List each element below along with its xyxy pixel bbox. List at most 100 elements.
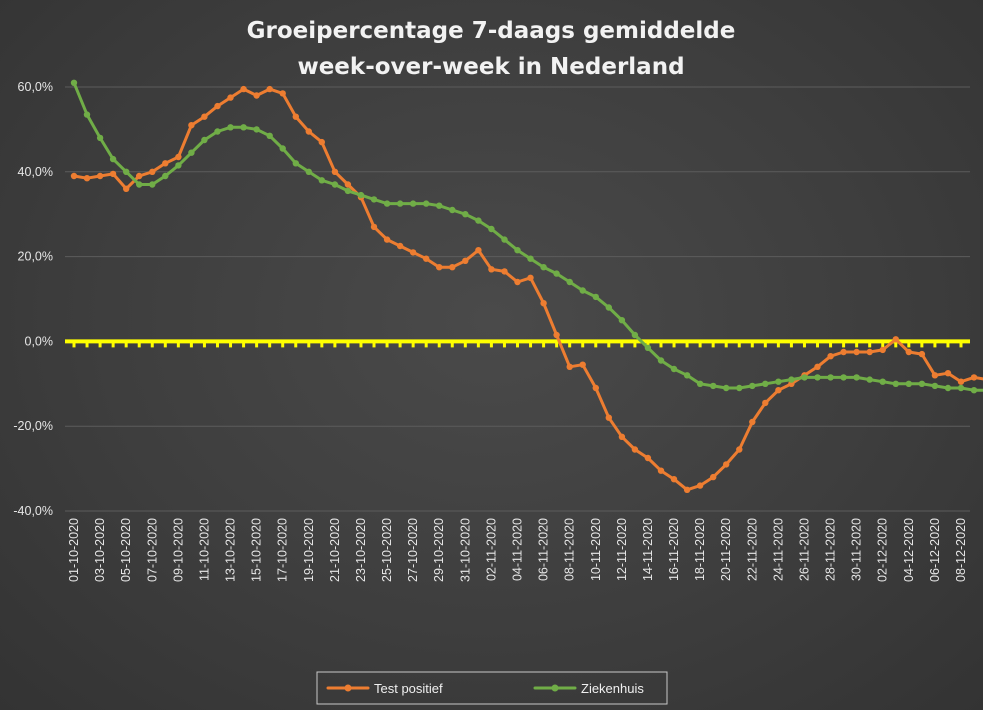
data-point-test-positief	[840, 348, 847, 356]
data-point-ziekenhuis	[683, 372, 691, 379]
data-point-ziekenhuis	[801, 374, 808, 381]
data-point-ziekenhuis	[762, 380, 769, 387]
data-point-ziekenhuis	[944, 384, 952, 392]
data-point-ziekenhuis	[710, 382, 717, 390]
data-point-test-positief	[423, 255, 430, 262]
data-point-test-positief	[162, 160, 169, 167]
x-tick-label: 25-10-2020	[380, 518, 394, 582]
x-tick-label: 26-11-2020	[797, 518, 811, 581]
data-point-test-positief	[553, 331, 560, 339]
data-point-ziekenhuis	[892, 380, 899, 387]
y-tick-label: 60,0%	[18, 80, 53, 94]
data-point-test-positief	[462, 257, 469, 264]
data-point-ziekenhuis	[240, 124, 247, 131]
data-point-test-positief	[892, 336, 899, 343]
data-point-test-positief	[436, 264, 443, 271]
data-point-test-positief	[814, 363, 821, 370]
data-point-ziekenhuis	[514, 247, 521, 254]
x-tick-label: 29-10-2020	[432, 518, 446, 582]
x-tick-label: 17-10-2020	[276, 518, 290, 582]
data-point-test-positief	[70, 172, 78, 180]
data-point-ziekenhuis	[931, 382, 939, 390]
data-point-ziekenhuis	[592, 293, 599, 301]
data-point-test-positief	[266, 85, 273, 93]
chart-title-line-1: Groeipercentage 7-daags gemiddelde	[247, 18, 736, 44]
data-point-test-positief	[749, 418, 756, 426]
data-point-ziekenhuis	[383, 200, 391, 207]
data-point-test-positief	[696, 482, 704, 489]
legend-marker-ziekenhuis	[551, 684, 559, 692]
data-point-test-positief	[331, 168, 339, 175]
data-point-test-positief	[253, 92, 260, 99]
x-tick-label: 11-10-2020	[197, 518, 211, 581]
data-point-ziekenhuis	[605, 304, 612, 311]
x-tick-label: 30-11-2020	[850, 518, 864, 581]
x-tick-label: 09-10-2020	[171, 518, 185, 582]
data-point-ziekenhuis	[723, 384, 730, 392]
x-tick-label: 14-11-2020	[641, 518, 655, 581]
data-point-ziekenhuis	[775, 378, 782, 385]
data-point-ziekenhuis	[918, 380, 926, 387]
data-point-ziekenhuis	[149, 181, 156, 188]
data-point-test-positief	[201, 113, 208, 120]
data-point-test-positief	[775, 387, 782, 394]
legend: Test positief Ziekenhuis	[316, 671, 668, 705]
chart-title: Groeipercentage 7-daags gemiddelde week-…	[247, 18, 736, 80]
data-point-ziekenhuis	[357, 191, 365, 199]
data-point-ziekenhuis	[305, 168, 312, 175]
data-point-test-positief	[227, 94, 234, 101]
data-point-ziekenhuis	[266, 132, 273, 139]
x-tick-label: 24-11-2020	[771, 518, 785, 581]
data-point-test-positief	[370, 223, 378, 231]
x-tick-label: 02-12-2020	[876, 518, 890, 582]
data-point-ziekenhuis	[96, 134, 104, 142]
data-point-test-positief	[853, 348, 860, 356]
data-point-ziekenhuis	[175, 162, 182, 169]
data-point-test-positief	[618, 433, 626, 440]
data-point-ziekenhuis	[553, 270, 560, 277]
data-point-ziekenhuis	[814, 374, 821, 381]
data-point-ziekenhuis	[279, 145, 286, 152]
data-point-test-positief	[970, 374, 978, 381]
chart-title-line-2: week-over-week in Nederland	[297, 54, 684, 80]
data-point-ziekenhuis	[631, 331, 639, 339]
x-tick-label: 01-10-2020	[67, 518, 81, 582]
data-point-ziekenhuis	[214, 128, 221, 135]
data-point-ziekenhuis	[370, 196, 378, 203]
data-point-ziekenhuis	[879, 378, 886, 385]
data-point-test-positief	[488, 266, 495, 273]
data-point-ziekenhuis	[696, 380, 704, 387]
data-point-test-positief	[879, 346, 886, 354]
data-point-ziekenhuis	[201, 136, 208, 144]
data-point-test-positief	[723, 461, 730, 468]
data-point-ziekenhuis	[409, 200, 417, 207]
data-point-test-positief	[736, 446, 743, 453]
data-point-ziekenhuis	[318, 177, 325, 184]
data-point-test-positief	[188, 122, 195, 129]
data-point-ziekenhuis	[396, 200, 404, 207]
data-point-test-positief	[109, 170, 117, 178]
data-point-test-positief	[123, 185, 130, 192]
data-point-test-positief	[670, 476, 678, 483]
y-tick-label: -20,0%	[13, 419, 53, 433]
data-point-test-positief	[657, 467, 665, 474]
data-point-ziekenhuis	[957, 384, 965, 392]
legend-item-test-positief: Test positief	[326, 681, 443, 696]
data-point-ziekenhuis	[109, 155, 117, 163]
data-point-ziekenhuis	[253, 126, 260, 133]
data-point-ziekenhuis	[670, 365, 678, 373]
data-point-test-positief	[579, 361, 586, 368]
y-tick-label: 20,0%	[18, 250, 53, 264]
data-point-ziekenhuis	[566, 278, 573, 286]
data-point-ziekenhuis	[618, 317, 626, 324]
x-tick-label: 06-12-2020	[928, 518, 942, 582]
legend-item-ziekenhuis: Ziekenhuis	[533, 681, 644, 696]
data-point-test-positief	[83, 175, 91, 182]
data-point-ziekenhuis	[70, 79, 78, 87]
data-point-ziekenhuis	[905, 380, 912, 387]
data-point-test-positief	[762, 399, 769, 407]
data-point-test-positief	[396, 242, 404, 250]
series-test-positief	[70, 85, 983, 493]
